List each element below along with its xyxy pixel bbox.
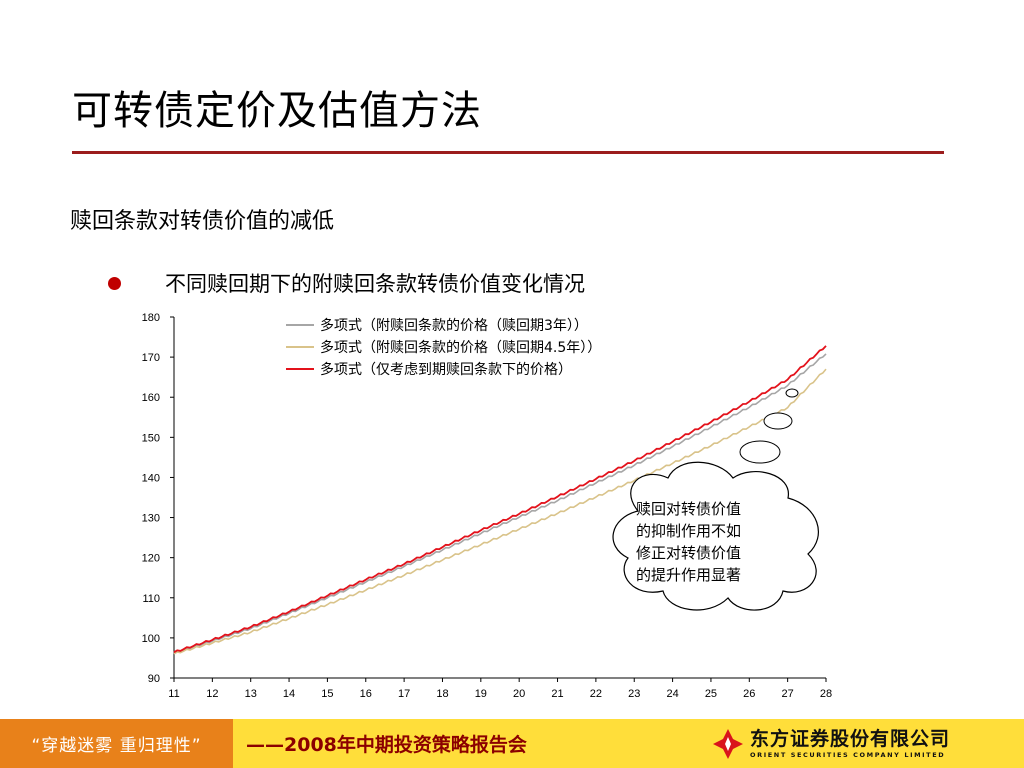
- x-tick-label: 15: [321, 688, 333, 700]
- x-tick-label: 20: [513, 688, 525, 700]
- y-tick-label: 170: [142, 352, 160, 364]
- series-line-1: [173, 353, 827, 654]
- legend-label-2: 多项式（附赎回条款的价格（赎回期4.5年））: [320, 339, 601, 356]
- bubble-dot-small: [785, 388, 799, 398]
- callout-cloud: [612, 461, 819, 611]
- series-line-2: [173, 368, 827, 655]
- y-tick-label: 100: [142, 633, 160, 645]
- x-tick-label: 16: [360, 688, 372, 700]
- bubble-dot-medium: [763, 412, 793, 430]
- series-line-3: [173, 345, 827, 654]
- bubble-dot-large: [739, 440, 781, 464]
- orient-logo-icon: [713, 729, 743, 759]
- x-tick-label: 24: [666, 688, 678, 700]
- x-tick-label: 18: [436, 688, 448, 700]
- x-tick-label: 19: [475, 688, 487, 700]
- y-tick-label: 150: [142, 432, 160, 444]
- x-tick-label: 28: [820, 688, 832, 700]
- chart-series: [173, 345, 827, 655]
- x-tick-label: 11: [168, 688, 179, 700]
- legend-label-1: 多项式（附赎回条款的价格（赎回期3年））: [320, 317, 588, 334]
- x-tick-label: 14: [283, 688, 295, 700]
- x-tick-label: 12: [206, 688, 218, 700]
- y-tick-label: 160: [142, 392, 160, 404]
- y-tick-label: 140: [142, 472, 160, 484]
- footer-bar: “穿越迷雾 重归理性” ——2008年中期投资策略报告会 东方证券股份有限公司 …: [0, 719, 1024, 768]
- callout-line: 的抑制作用不如: [636, 522, 741, 540]
- bullet-item: 不同赎回期下的附赎回条款转债价值变化情况: [108, 268, 585, 298]
- line-chart: 90 100 110 120 130 140 150 160 170 180 11 12 13 14 15 1…: [142, 312, 832, 700]
- callout-line: 修正对转债价值: [636, 544, 741, 562]
- callout-line: 的提升作用显著: [636, 566, 741, 584]
- x-tick-label: 13: [245, 688, 257, 700]
- x-tick-label: 25: [705, 688, 717, 700]
- bullet-dot-icon: [108, 276, 121, 290]
- y-tick-label: 130: [142, 513, 160, 525]
- company-name-cn: 东方证券股份有限公司: [750, 727, 951, 750]
- x-tick-label: 23: [628, 688, 640, 700]
- y-tick-label: 110: [142, 593, 160, 605]
- chart-axes: 90 100 110 120 130 140 150 160 170 180 11 12 13 14 15 1…: [142, 312, 832, 700]
- x-tick-label: 17: [398, 688, 410, 700]
- chart-legend: 多项式（附赎回条款的价格（赎回期3年）） 多项式（附赎回条款的价格（赎回期4.5年…: [286, 317, 601, 378]
- slide-title: 可转债定价及估值方法: [72, 88, 482, 134]
- y-tick-label: 180: [142, 312, 160, 324]
- callout-line: 赎回对转债价值: [636, 500, 741, 518]
- bullet-text: 不同赎回期下的附赎回条款转债价值变化情况: [165, 272, 585, 296]
- footer-slogan: “穿越迷雾 重归理性”: [0, 719, 233, 768]
- x-tick-label: 27: [782, 688, 794, 700]
- y-tick-label: 90: [148, 673, 160, 685]
- footer-report-title: ——2008年中期投资策略报告会: [246, 734, 527, 756]
- y-tick-label: 120: [142, 553, 160, 565]
- legend-label-3: 多项式（仅考虑到期赎回条款下的价格）: [320, 361, 572, 378]
- section-subheading: 赎回条款对转债价值的减低: [70, 209, 335, 234]
- title-divider: [72, 151, 944, 154]
- company-logo: 东方证券股份有限公司 ORIENT SECURITIES COMPANY LIM…: [712, 727, 950, 761]
- x-tick-label: 22: [590, 688, 602, 700]
- x-tick-label: 21: [551, 688, 563, 700]
- x-tick-label: 26: [743, 688, 755, 700]
- company-name-en: ORIENT SECURITIES COMPANY LIMITED: [750, 750, 946, 759]
